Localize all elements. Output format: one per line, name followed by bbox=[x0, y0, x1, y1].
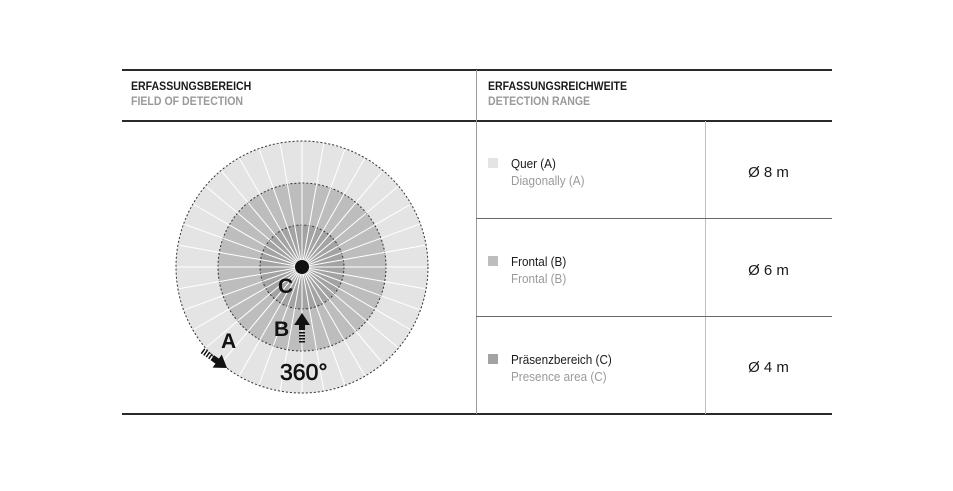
sensor-dot bbox=[295, 260, 309, 274]
label-a: A bbox=[221, 330, 236, 353]
detection-ray bbox=[301, 266, 383, 364]
row-label-en: Diagonally (A) bbox=[511, 173, 585, 188]
detection-ray bbox=[301, 143, 325, 268]
range-value-a: Ø 8 m bbox=[748, 164, 789, 181]
column-divider bbox=[476, 70, 477, 414]
label-b: B bbox=[274, 318, 289, 341]
row-label-en: Presence area (C) bbox=[511, 369, 607, 384]
value-column-divider bbox=[705, 121, 706, 414]
row-label-de: Präsenzbereich (C) bbox=[511, 352, 612, 367]
detection-ray bbox=[239, 266, 303, 376]
row-label-de: Frontal (B) bbox=[511, 254, 567, 269]
detection-ray bbox=[184, 266, 303, 311]
detection-rays bbox=[177, 142, 427, 392]
detection-ray bbox=[301, 266, 365, 376]
table-top-rule bbox=[122, 69, 832, 71]
arrow-up-icon bbox=[294, 313, 310, 343]
detection-ray bbox=[239, 158, 303, 268]
color-swatch bbox=[488, 256, 498, 266]
detection-ray bbox=[301, 186, 399, 268]
detection-ray bbox=[279, 143, 303, 268]
table-bottom-rule bbox=[122, 413, 832, 415]
detection-ray bbox=[184, 223, 303, 268]
detection-ray bbox=[178, 266, 303, 290]
detection-ray bbox=[205, 186, 303, 268]
row-divider bbox=[476, 316, 832, 317]
detection-ray bbox=[301, 266, 420, 311]
range-value-c: Ø 4 m bbox=[748, 359, 789, 376]
header-detection-range: ERFASSUNGSREICHWEITE DETECTION RANGE bbox=[488, 79, 627, 109]
detection-ray bbox=[178, 244, 303, 268]
row-divider bbox=[476, 218, 832, 219]
detection-ray bbox=[205, 266, 303, 348]
label-c: C bbox=[278, 275, 293, 298]
detection-ray bbox=[221, 266, 303, 364]
detection-ray bbox=[301, 266, 411, 330]
header-title-de: ERFASSUNGSREICHWEITE bbox=[488, 79, 628, 93]
detection-ray bbox=[301, 223, 420, 268]
detection-ray bbox=[301, 149, 346, 268]
detection-ray bbox=[301, 158, 365, 268]
detection-ray bbox=[301, 204, 411, 268]
color-swatch bbox=[488, 158, 498, 168]
header-title-en: DETECTION RANGE bbox=[488, 94, 591, 108]
row-label-en: Frontal (B) bbox=[511, 271, 567, 286]
detection-ray bbox=[301, 266, 325, 391]
detection-ray bbox=[279, 266, 303, 391]
label-angle: 360° bbox=[280, 359, 328, 385]
color-swatch bbox=[488, 354, 498, 364]
range-value-b: Ø 6 m bbox=[748, 262, 789, 279]
detection-ray bbox=[193, 266, 303, 330]
detection-ray bbox=[301, 266, 426, 290]
detection-ray bbox=[301, 170, 383, 268]
detection-ray bbox=[301, 266, 399, 348]
detection-ray bbox=[258, 149, 303, 268]
detection-ray bbox=[301, 244, 426, 268]
detection-ray bbox=[193, 204, 303, 268]
table-header-rule bbox=[122, 120, 832, 122]
detection-ray bbox=[301, 266, 346, 385]
detection-ray bbox=[221, 170, 303, 268]
header-field-of-detection: ERFASSUNGSBEREICH FIELD OF DETECTION bbox=[131, 79, 251, 109]
row-label-de: Quer (A) bbox=[511, 156, 556, 171]
header-title-en: FIELD OF DETECTION bbox=[131, 94, 244, 108]
arrow-diagonal-icon bbox=[200, 348, 227, 368]
header-title-de: ERFASSUNGSBEREICH bbox=[131, 79, 252, 93]
detection-ray bbox=[258, 266, 303, 385]
